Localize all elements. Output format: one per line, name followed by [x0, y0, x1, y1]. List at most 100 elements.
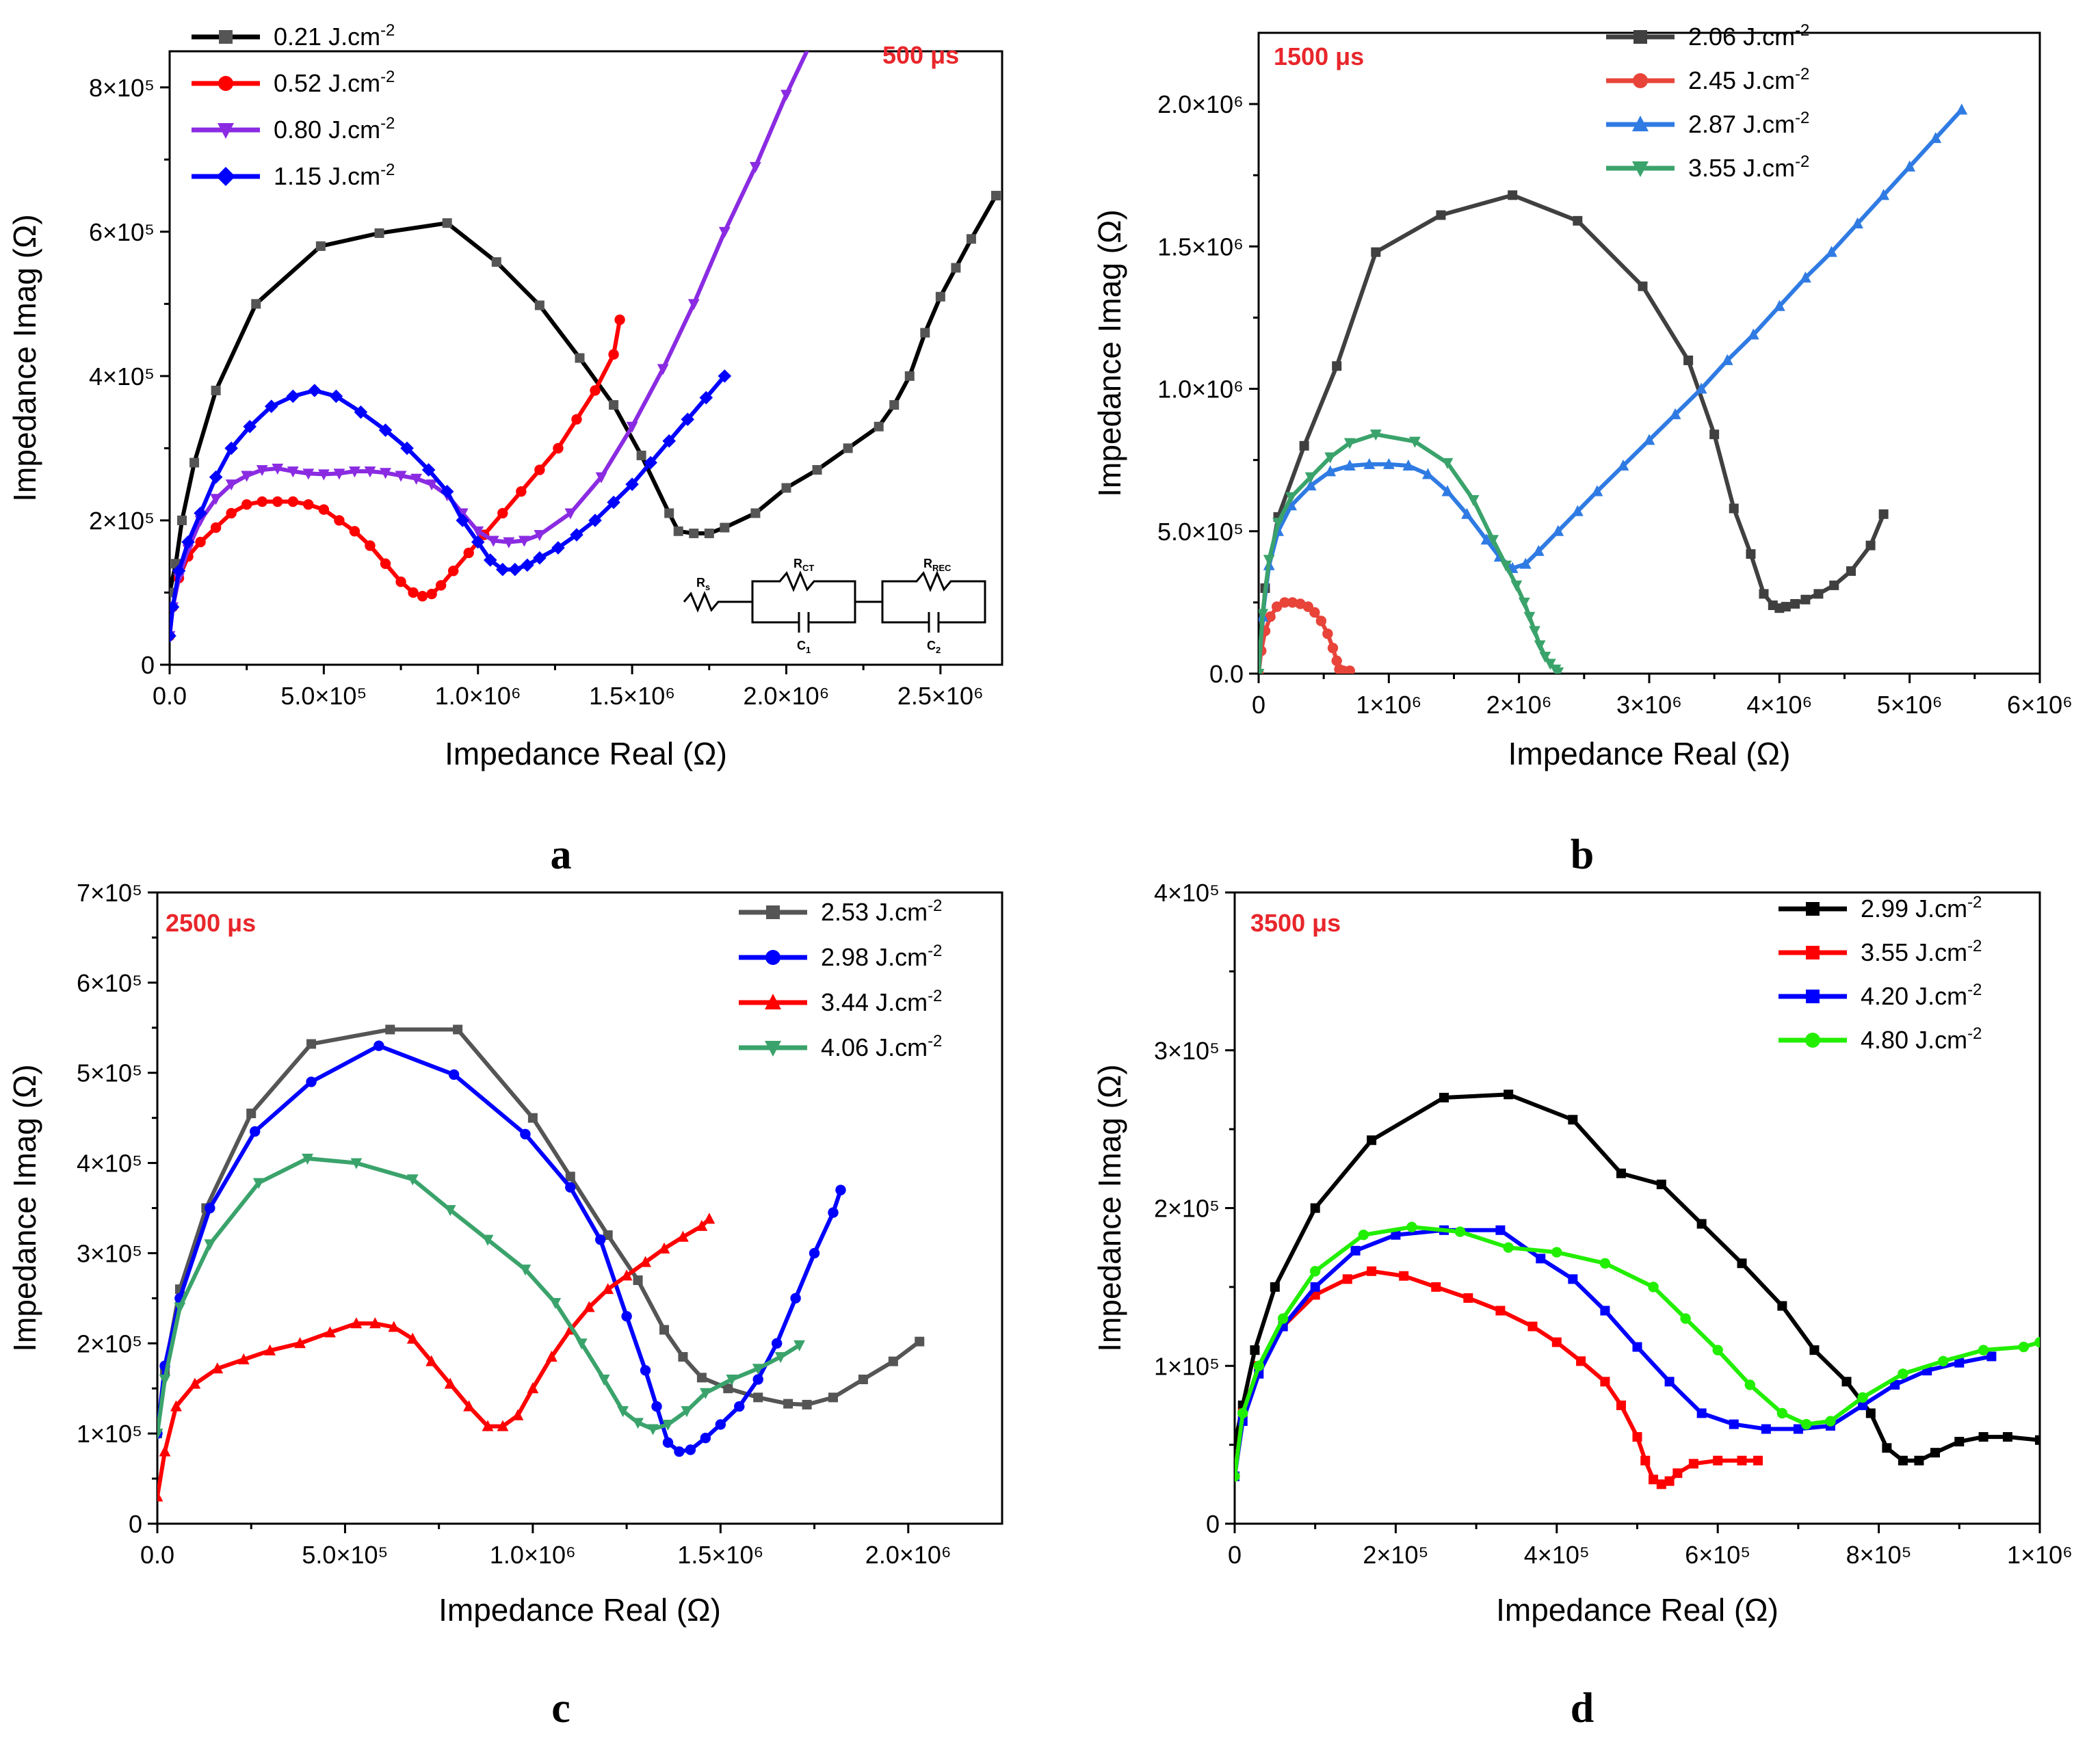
- data-point: [888, 1356, 898, 1366]
- series-c-0: [157, 1024, 925, 1439]
- legend: 0.21 J.cm-2 0.52 J.cm-2 0.80 J.cm-2 1.15 J.…: [192, 21, 395, 190]
- rct-label: RCT: [793, 557, 814, 573]
- data-point: [657, 364, 669, 375]
- series-line: [157, 1217, 711, 1497]
- series-line: [170, 51, 809, 637]
- data-point: [2035, 1435, 2040, 1445]
- data-point: [662, 1419, 674, 1431]
- data-point: [1536, 1254, 1546, 1264]
- data-point: [689, 528, 699, 538]
- data-point: [570, 528, 583, 542]
- data-point: [696, 1219, 708, 1231]
- series-c-1: [157, 1040, 846, 1457]
- data-point: [491, 257, 501, 267]
- data-point: [809, 1247, 820, 1259]
- data-point: [640, 1256, 651, 1267]
- data-point: [1422, 468, 1434, 479]
- data-point: [640, 1365, 651, 1376]
- data-point: [189, 1377, 201, 1389]
- data-point: [272, 496, 283, 507]
- x-tick-label: 5.0×10⁵: [280, 682, 367, 710]
- data-point: [225, 479, 237, 491]
- data-point: [426, 588, 437, 600]
- data-point: [1270, 1282, 1280, 1292]
- data-point: [483, 553, 497, 567]
- data-point: [1461, 507, 1473, 519]
- legend-entry: 1.15 J.cm-2: [274, 161, 395, 190]
- y-tick-label: 0.0: [1209, 660, 1244, 688]
- data-point: [990, 191, 1001, 201]
- legend-exponent: -2: [1967, 937, 1982, 955]
- legend-entry: 4.20 J.cm-2: [1861, 981, 1982, 1010]
- data-point: [1669, 408, 1681, 420]
- data-point: [565, 1182, 576, 1193]
- data-point: [210, 522, 222, 533]
- data-point: [374, 228, 384, 238]
- data-point: [349, 526, 360, 537]
- data-point: [417, 591, 428, 602]
- data-point: [659, 1325, 669, 1335]
- data-point: [1664, 1377, 1675, 1387]
- data-point: [1688, 1459, 1698, 1469]
- data-point: [237, 1353, 250, 1365]
- chart-b: 0 1×10⁶ 2×10⁶ 3×10⁶ 4×10⁶ 5×10⁶ 6×10⁶ 0.0 5.0×10…: [1092, 21, 2073, 878]
- plot-area: [1259, 103, 1968, 674]
- data-point: [1508, 190, 1518, 200]
- data-point: [1648, 1282, 1659, 1293]
- data-point: [632, 1418, 644, 1429]
- data-point: [1656, 1479, 1666, 1489]
- data-point: [210, 494, 222, 505]
- data-point: [1253, 1360, 1265, 1371]
- legend-entry: 4.06 J.cm-2: [821, 1032, 942, 1061]
- series-b-1: [1259, 597, 1355, 674]
- series-c-2: [157, 1213, 716, 1502]
- data-point: [1809, 1345, 1820, 1355]
- data-point: [1534, 640, 1546, 652]
- data-point: [1342, 1274, 1352, 1284]
- data-point: [1467, 494, 1480, 507]
- data-point: [583, 1301, 595, 1312]
- y-tick-label: 5×10⁵: [77, 1059, 142, 1087]
- data-point: [545, 1350, 557, 1362]
- legend-exponent: -2: [380, 161, 395, 179]
- data-point: [636, 450, 646, 460]
- y-tick-label: 0: [129, 1510, 142, 1538]
- series-a-3: [170, 369, 732, 643]
- series-line: [1235, 1225, 2040, 1477]
- data-point: [1865, 1408, 1876, 1418]
- data-point: [349, 466, 360, 478]
- y-tick-label: 5.0×10⁵: [1157, 518, 1244, 546]
- y-tick-label: 0: [141, 651, 155, 679]
- x-tick-label: 8×10⁵: [1846, 1541, 1912, 1569]
- data-point: [264, 399, 278, 414]
- data-point: [1551, 1337, 1562, 1347]
- y-tick-label: 1×10⁵: [77, 1420, 142, 1448]
- data-point: [444, 1205, 456, 1217]
- data-point: [1431, 1282, 1441, 1292]
- data-point: [1263, 555, 1275, 566]
- y-tick-label: 2×10⁵: [89, 507, 155, 535]
- legend: 2.53 J.cm-2 2.98 J.cm-2 3.44 J.cm-2 4.06 J.…: [739, 897, 942, 1061]
- data-point: [594, 1234, 606, 1245]
- x-tick-label: 1×10⁶: [2007, 1541, 2073, 1569]
- data-point: [286, 389, 300, 403]
- data-point: [685, 1444, 696, 1455]
- data-point: [1495, 1306, 1506, 1316]
- data-point: [1709, 429, 1720, 440]
- data-point: [662, 434, 676, 448]
- y-tick-label: 4×10⁵: [89, 362, 155, 390]
- data-point: [1930, 1448, 1940, 1458]
- legend-entry: 0.21 J.cm-2: [274, 21, 395, 51]
- legend-exponent: -2: [380, 21, 395, 40]
- data-point: [1898, 1368, 1908, 1379]
- data-point: [1777, 1301, 1787, 1311]
- data-point: [306, 1039, 317, 1049]
- rct-resistor: [751, 570, 856, 602]
- x-tick-label: 3×10⁶: [1616, 691, 1682, 719]
- data-point: [218, 123, 234, 139]
- data-point: [1776, 1407, 1788, 1419]
- x-axis-label: Impedance Real (Ω): [1496, 1592, 1779, 1628]
- plot-area: [170, 51, 1001, 643]
- data-point: [753, 1392, 763, 1403]
- rs-label-sub: s: [705, 582, 710, 592]
